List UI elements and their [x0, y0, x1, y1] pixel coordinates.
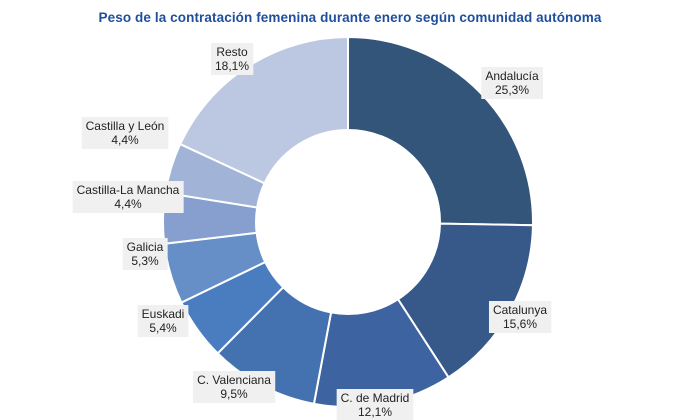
slice-label-name: Euskadi: [142, 307, 185, 321]
slice-label-name: Castilla y León: [86, 119, 165, 133]
slice-label-value: 4,4%: [114, 197, 142, 211]
slice-label-value: 5,4%: [149, 321, 177, 335]
slice-label-background: [72, 181, 184, 213]
slice-label-background: [488, 301, 552, 333]
slice-label-name: Galicia: [127, 240, 164, 254]
slice-label-background: [481, 67, 544, 99]
slice-label-value: 18,1%: [215, 59, 249, 73]
slice-label-value: 5,3%: [131, 254, 159, 268]
slice-label-name: Andalucía: [485, 69, 539, 83]
slice-label-background: [210, 43, 254, 75]
slice-label-value: 25,3%: [495, 83, 529, 97]
slice-label-value: 4,4%: [111, 133, 139, 147]
slice-label-name: C. Valenciana: [197, 373, 271, 387]
slice-label-value: 12,1%: [358, 405, 392, 419]
slice-label-background: [336, 389, 414, 420]
slice-label-name: C. de Madrid: [341, 391, 410, 405]
slice-label-value: 15,6%: [503, 317, 537, 331]
slice-label-name: Castilla-La Mancha: [77, 183, 180, 197]
slice-label-value: 9,5%: [220, 387, 248, 401]
chart-title: Peso de la contratación femenina durante…: [98, 10, 602, 25]
pie-slice-resto: [178, 35, 349, 185]
slice-label-background: [81, 117, 169, 149]
slice-label-background: [193, 371, 276, 403]
pie-slice-andalucia: [347, 35, 534, 227]
slice-label-background: [137, 305, 189, 337]
slice-label-background: [122, 238, 168, 270]
slice-label-name: Catalunya: [493, 303, 547, 317]
slice-label-name: Resto: [216, 45, 248, 59]
